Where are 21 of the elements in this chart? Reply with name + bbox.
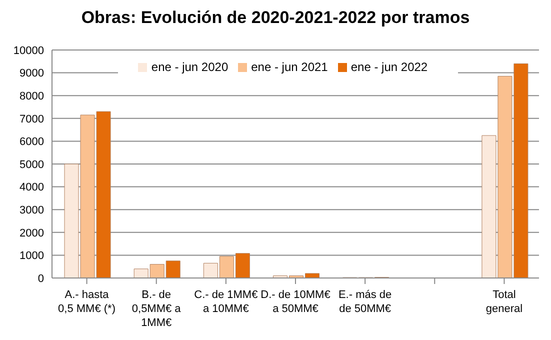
legend-label: ene - jun 2020 xyxy=(151,60,228,74)
chart-title: Obras: Evolución de 2020-2021-2022 por tramos xyxy=(80,8,471,29)
y-tick-label: 3000 xyxy=(20,204,44,217)
y-tick-label: 0 xyxy=(38,272,44,285)
x-tick-label: E.- más de de 50MM€ xyxy=(338,289,392,315)
x-tick-label: C.- de 1MM€ a 10MM€ xyxy=(194,289,258,315)
y-tick-label: 10000 xyxy=(13,44,44,57)
y-tick-label: 1000 xyxy=(20,250,44,262)
y-tick-label: 7000 xyxy=(20,113,44,126)
y-tick-label: 5000 xyxy=(20,158,44,171)
y-tick-label: 9000 xyxy=(20,68,44,80)
y-tick-label: 8000 xyxy=(20,90,44,103)
y-tick-label: 6000 xyxy=(20,136,44,148)
x-tick-label: D.- de 10MM€ a 50MM€ xyxy=(260,289,330,315)
legend-label: ene - jun 2021 xyxy=(251,60,328,74)
y-tick-label: 2000 xyxy=(20,227,44,240)
x-tick-label: A.- hasta 0,5 MM€ (*) xyxy=(58,289,116,315)
x-tick-label: B.- de 0,5MM€ a 1MM€ xyxy=(132,289,182,329)
legend-label: ene - jun 2022 xyxy=(350,60,428,74)
y-tick-label: 4000 xyxy=(20,182,44,194)
x-tick-label: Total general xyxy=(486,289,523,315)
